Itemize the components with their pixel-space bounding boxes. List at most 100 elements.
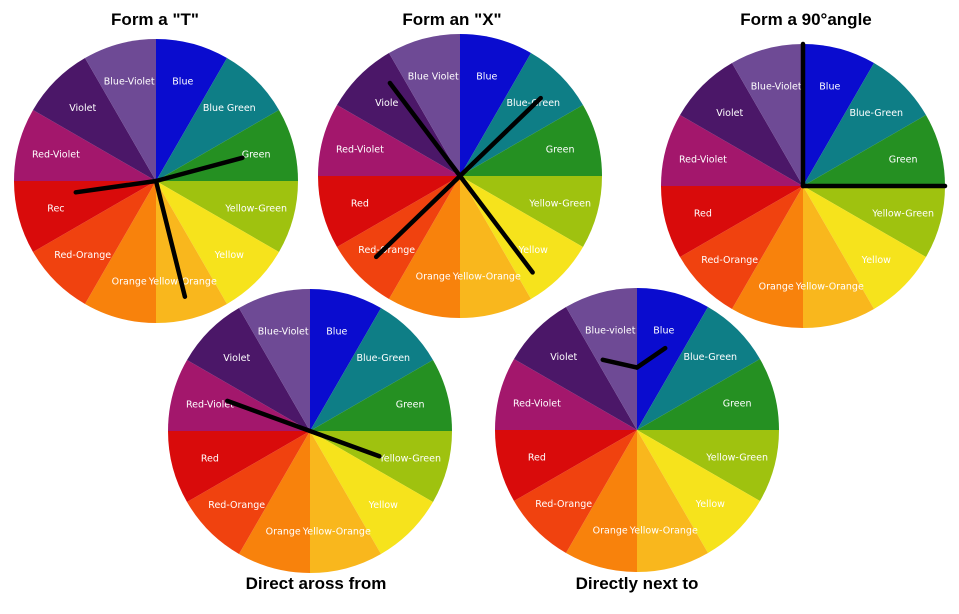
- wedge-yellow: [156, 181, 279, 304]
- wedge-red-violet: [661, 115, 803, 186]
- wedge-green: [310, 360, 452, 431]
- wedge-yellow: [803, 186, 926, 309]
- wedge-blue-green: [637, 307, 760, 430]
- wedge-blue-green: [310, 308, 433, 431]
- wedge-green: [460, 105, 602, 176]
- segment-label: Orange: [112, 277, 147, 288]
- segment-label: Yellow-Green: [528, 198, 591, 209]
- wedge-blue-green: [156, 58, 279, 181]
- wheel-form-x: BlueBlue-GreenGreenYellow-GreenYellowYel…: [318, 34, 602, 318]
- segment-label: Blue-Green: [850, 108, 904, 119]
- wedge-yellow-orange: [310, 431, 381, 573]
- segment-label: Red: [201, 453, 219, 464]
- segment-label: Viole: [375, 98, 398, 109]
- segment-label: Yellow: [861, 255, 891, 266]
- wedge-blue-green: [803, 63, 926, 186]
- segment-label: Blue: [172, 76, 193, 87]
- wedge-violet: [33, 58, 156, 181]
- segment-label: Blue-Violet: [751, 81, 802, 92]
- segment-label: Blue-violet: [585, 325, 636, 336]
- segment-label: Orange: [266, 527, 301, 538]
- wedge-orange: [732, 186, 803, 328]
- wedge-blue-violet: [239, 289, 310, 431]
- wedge-orange: [389, 176, 460, 318]
- segment-label: Blue-Violet: [258, 326, 309, 337]
- wedge-green: [156, 110, 298, 181]
- wedge-red-violet: [168, 360, 310, 431]
- segment-label: Red-Violet: [32, 150, 80, 161]
- wedge-violet: [680, 63, 803, 186]
- segment-label: Blue-Green: [684, 352, 738, 363]
- wedge-yellow-orange: [637, 430, 708, 572]
- guide-line: [457, 95, 543, 179]
- wedge-yellow-orange: [460, 176, 531, 318]
- segment-label: Red-Orange: [701, 255, 758, 266]
- wedge-yellow: [310, 431, 433, 554]
- wheel-direct-across: Blue Blue-Green Green Yellow-Green Yellow Yel…: [168, 289, 452, 573]
- segment-label: Yellow: [695, 499, 725, 510]
- wedge-red: [495, 430, 637, 501]
- segment-label: Green: [242, 150, 271, 161]
- segment-label: Red: [694, 208, 712, 219]
- wedge-blue: [637, 288, 708, 430]
- segment-label: Red-Violet: [679, 155, 727, 166]
- wedge-orange: [85, 181, 156, 323]
- segment-label: Blue: [476, 71, 497, 82]
- segment-label: Blue: [653, 325, 674, 336]
- wedge-red-violet: [318, 105, 460, 176]
- segment-label: Red-Orange: [535, 499, 592, 510]
- segment-label: Red-Orange: [54, 250, 111, 261]
- wheel-title: Direct aross from: [246, 574, 387, 593]
- wedge-violet: [187, 308, 310, 431]
- wedge-red-violet: [14, 110, 156, 181]
- wedge-blue: [460, 34, 531, 176]
- segment-label: Yellow: [214, 250, 244, 261]
- guide-line: [225, 398, 382, 459]
- guide-line: [373, 173, 463, 260]
- segment-label: Red-Violet: [336, 145, 384, 156]
- segment-label: Red-Orange: [208, 500, 265, 511]
- segment-label: Yellow: [518, 245, 548, 256]
- guide-line: [153, 178, 188, 299]
- wedge-orange: [566, 430, 637, 572]
- wedge-blue-violet: [732, 44, 803, 186]
- guide-line: [634, 345, 668, 370]
- segment-label: Green: [396, 400, 425, 411]
- wedge-red-orange: [680, 186, 803, 309]
- wedge-orange: [239, 431, 310, 573]
- segment-label: Violet: [69, 103, 96, 114]
- guide-line: [153, 155, 245, 184]
- segment-label: Yellow-Orange: [629, 526, 698, 537]
- segment-label: Violet: [716, 108, 743, 119]
- wheel-directly-next-to: Blue Blue-Green Green Yellow-Green Yellow Yel…: [495, 288, 779, 572]
- segment-label: Green: [546, 145, 575, 156]
- segment-label: Yellow-Green: [378, 453, 441, 464]
- segment-label: Red: [528, 452, 546, 463]
- wedge-yellow-green: [460, 176, 602, 247]
- segment-label: Yellow-Green: [705, 452, 768, 463]
- wedge-green: [803, 115, 945, 186]
- segment-label: Orange: [593, 526, 628, 537]
- wedge-green: [637, 359, 779, 430]
- segment-label: Yellow-Green: [224, 203, 287, 214]
- wedge-yellow-green: [637, 430, 779, 501]
- wedge-blue-violet: [389, 34, 460, 176]
- wedge-red: [14, 181, 156, 252]
- wedge-violet: [514, 307, 637, 430]
- segment-label: Green: [723, 399, 752, 410]
- segment-label: Blue-Green: [357, 353, 411, 364]
- segment-label: Red-Orange: [358, 245, 415, 256]
- wedge-blue: [310, 289, 381, 431]
- wheel-form-90-angle: Blue Blue-Green Green Yellow-Green Yellow Yel…: [661, 41, 948, 328]
- segment-label: Red-Violet: [513, 399, 561, 410]
- guide-line: [600, 357, 640, 370]
- wheel-title: Directly next to: [576, 574, 699, 593]
- segment-label: Violet: [550, 352, 577, 363]
- guide-line: [387, 80, 463, 179]
- wedge-blue-violet: [85, 39, 156, 181]
- wedge-red-violet: [495, 359, 637, 430]
- wedge-red-orange: [33, 181, 156, 304]
- wedge-violet: [337, 53, 460, 176]
- segment-label: Yellow-Green: [871, 208, 934, 219]
